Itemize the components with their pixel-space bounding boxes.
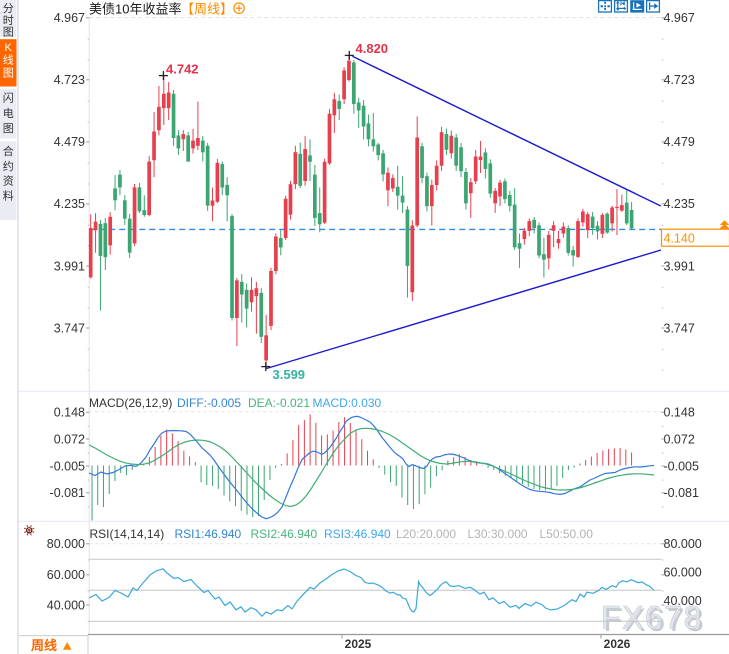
svg-text:4.235: 4.235 — [664, 197, 695, 211]
svg-text:FX678: FX678 — [601, 600, 703, 636]
svg-text:60.000: 60.000 — [47, 568, 85, 582]
svg-text:线: 线 — [3, 53, 14, 67]
svg-text:3.747: 3.747 — [54, 321, 85, 335]
svg-text:80.000: 80.000 — [664, 537, 702, 551]
svg-text:图: 图 — [3, 25, 14, 38]
svg-text:60.000: 60.000 — [664, 566, 702, 580]
svg-text:2026: 2026 — [604, 637, 631, 651]
svg-text:资: 资 — [3, 175, 14, 188]
svg-text:K: K — [5, 42, 13, 54]
svg-text:-0.005: -0.005 — [664, 459, 699, 473]
svg-text:电: 电 — [3, 107, 14, 120]
svg-text:DEA:-0.021: DEA:-0.021 — [248, 396, 310, 410]
svg-text:RSI(14,14,14): RSI(14,14,14) — [90, 527, 165, 541]
svg-text:料: 料 — [3, 188, 14, 202]
svg-text:约: 约 — [3, 160, 14, 173]
svg-text:4.967: 4.967 — [54, 11, 85, 25]
svg-text:3.991: 3.991 — [664, 259, 695, 273]
svg-text:0.148: 0.148 — [664, 406, 695, 420]
svg-text:周线: 周线 — [31, 638, 57, 653]
svg-text:4.235: 4.235 — [54, 197, 85, 211]
svg-text:80.000: 80.000 — [47, 537, 85, 551]
svg-text:2025: 2025 — [345, 637, 372, 651]
svg-text:MACD:0.030: MACD:0.030 — [313, 396, 382, 410]
svg-text:图: 图 — [3, 67, 14, 80]
svg-text:-0.081: -0.081 — [50, 486, 85, 500]
svg-text:RSI2:46.940: RSI2:46.940 — [251, 527, 318, 541]
svg-text:-0.005: -0.005 — [50, 459, 85, 473]
svg-text:4.967: 4.967 — [664, 11, 695, 25]
svg-text:4.479: 4.479 — [54, 135, 85, 149]
svg-text:3.991: 3.991 — [54, 259, 85, 273]
svg-text:时: 时 — [3, 14, 14, 27]
svg-text:40.000: 40.000 — [47, 598, 85, 612]
svg-text:RSI3:46.940: RSI3:46.940 — [324, 527, 391, 541]
svg-text:MACD(26,12,9): MACD(26,12,9) — [89, 396, 172, 410]
svg-text:3.747: 3.747 — [664, 321, 695, 335]
svg-text:4.742: 4.742 — [166, 62, 199, 77]
svg-text:4.723: 4.723 — [54, 73, 85, 87]
svg-text:L20:20.000: L20:20.000 — [396, 527, 456, 541]
svg-text:图: 图 — [3, 122, 14, 135]
svg-text:合: 合 — [3, 144, 14, 158]
svg-text:DIFF:-0.005: DIFF:-0.005 — [177, 396, 241, 410]
svg-text:L50:50.00: L50:50.00 — [540, 527, 594, 541]
svg-text:4.140: 4.140 — [664, 231, 695, 245]
svg-text:40.000: 40.000 — [664, 594, 702, 608]
svg-text:3.599: 3.599 — [273, 367, 306, 382]
svg-text:分: 分 — [3, 2, 14, 15]
svg-text:RSI1:46.940: RSI1:46.940 — [175, 527, 242, 541]
svg-text:0.072: 0.072 — [664, 432, 695, 446]
svg-text:【周线】: 【周线】 — [181, 1, 233, 16]
svg-text:FX678: FX678 — [604, 602, 706, 638]
svg-text:4.820: 4.820 — [356, 41, 389, 56]
svg-text:L30:30.000: L30:30.000 — [468, 527, 528, 541]
svg-text:0.148: 0.148 — [54, 406, 85, 420]
svg-text:0.072: 0.072 — [54, 432, 85, 446]
svg-text:4.479: 4.479 — [664, 135, 695, 149]
svg-text:美债10年收益率: 美债10年收益率 — [89, 1, 181, 16]
svg-text:FX678: FX678 — [601, 600, 703, 636]
svg-text:-0.081: -0.081 — [664, 486, 699, 500]
svg-text:闪: 闪 — [3, 91, 14, 105]
svg-text:4.723: 4.723 — [664, 73, 695, 87]
